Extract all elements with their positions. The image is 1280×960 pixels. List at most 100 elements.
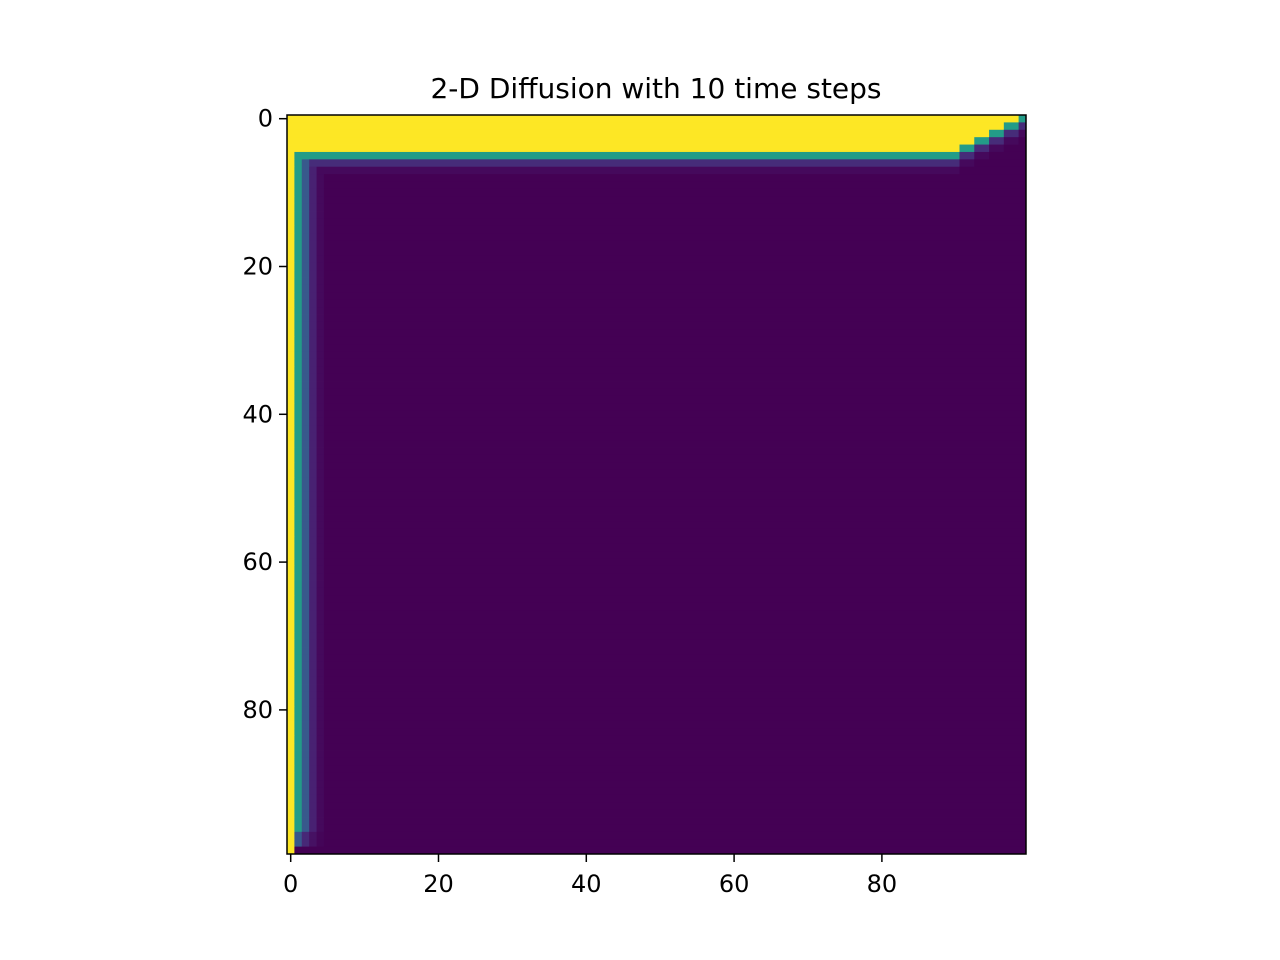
heatmap-cell <box>323 454 1027 463</box>
heatmap-cell <box>323 307 1027 315</box>
heatmap-cell <box>309 639 317 648</box>
heatmap-cell <box>316 203 325 212</box>
heatmap-cell <box>301 610 310 618</box>
heatmap-cell <box>959 144 975 153</box>
heatmap-cell <box>309 765 317 774</box>
heatmap-cell <box>974 137 990 145</box>
heatmap-cell <box>309 454 317 463</box>
heatmap-cell <box>294 432 303 441</box>
heatmap-cell <box>316 565 325 574</box>
heatmap-cell <box>959 166 1027 175</box>
heatmap-cell <box>294 462 303 471</box>
heatmap-cell <box>287 432 295 441</box>
heatmap-cell <box>294 728 303 737</box>
heatmap-cell <box>301 270 310 278</box>
heatmap-cell <box>316 661 325 670</box>
heatmap-cell <box>301 477 310 485</box>
heatmap-cell <box>316 454 325 463</box>
heatmap-cell <box>323 491 1027 500</box>
heatmap-cell <box>323 543 1027 552</box>
heatmap-cell <box>301 381 310 389</box>
heatmap-cell <box>294 551 303 559</box>
heatmap-cell <box>287 462 295 471</box>
heatmap-cell <box>323 395 1027 404</box>
heatmap-cell <box>323 735 1027 744</box>
heatmap-cell <box>316 654 325 663</box>
heatmap-cell <box>294 181 303 190</box>
heatmap-cell <box>316 528 325 537</box>
heatmap-cell <box>294 499 303 508</box>
heatmap-cell <box>316 839 325 848</box>
y-axis: 0 20 40 60 80 <box>242 105 287 724</box>
heatmap-cell <box>316 344 325 352</box>
heatmap-cell <box>309 802 317 811</box>
heatmap-cell <box>287 580 295 589</box>
heatmap-cell <box>294 366 303 375</box>
heatmap-cell <box>323 787 1027 796</box>
heatmap-cell <box>287 137 975 145</box>
heatmap-cell <box>309 358 317 367</box>
heatmap-cell <box>316 425 325 434</box>
heatmap-cell <box>301 203 310 212</box>
heatmap-cell <box>301 358 310 367</box>
heatmap-cell <box>294 595 303 604</box>
heatmap-cell <box>323 824 1027 833</box>
heatmap-cell <box>309 565 317 574</box>
heatmap-cell <box>294 196 303 205</box>
heatmap-cell <box>287 129 990 138</box>
heatmap-cell <box>309 528 317 537</box>
heatmap-cell <box>294 284 303 293</box>
heatmap-cell <box>301 839 310 848</box>
heatmap-cell <box>309 580 317 589</box>
heatmap-cell <box>301 802 310 811</box>
heatmap-cell <box>294 218 303 227</box>
heatmap-cell <box>294 573 303 581</box>
heatmap-cell <box>287 676 295 685</box>
heatmap-cell <box>301 661 310 670</box>
heatmap-cell <box>323 373 1027 382</box>
heatmap-cell <box>301 196 310 205</box>
heatmap-cell <box>287 772 295 781</box>
heatmap-cell <box>316 196 325 205</box>
heatmap-cell <box>287 698 295 707</box>
heatmap-cell <box>301 159 310 168</box>
heatmap-cell <box>301 780 310 788</box>
heatmap-cell <box>301 676 310 685</box>
heatmap-cell <box>287 639 295 648</box>
heatmap-cell <box>309 174 317 182</box>
heatmap-cell <box>287 307 295 315</box>
heatmap-cell <box>316 255 325 264</box>
heatmap-cell <box>323 536 1027 545</box>
heatmap-cell <box>323 558 1027 567</box>
heatmap-cell <box>294 610 303 618</box>
heatmap-cell <box>301 454 310 463</box>
heatmap-cell <box>309 403 317 411</box>
heatmap-cell <box>294 166 303 175</box>
heatmap-cell <box>316 802 325 811</box>
heatmap-cell <box>316 794 325 803</box>
heatmap-cell <box>323 499 1027 508</box>
heatmap-cell <box>294 639 303 648</box>
heatmap-cell <box>323 284 1027 293</box>
heatmap-cell <box>301 728 310 737</box>
heatmap-cell <box>323 181 1027 190</box>
heatmap-cell <box>287 720 295 729</box>
heatmap-cell <box>323 188 1027 197</box>
heatmap-cell <box>323 624 1027 633</box>
heatmap-cell <box>287 713 295 722</box>
heatmap-cell <box>309 440 317 448</box>
heatmap-cell <box>316 698 325 707</box>
heatmap-cell <box>309 321 317 330</box>
heatmap-cell <box>294 735 303 744</box>
heatmap-cell <box>309 432 317 441</box>
heatmap-cell <box>316 573 325 581</box>
heatmap-cell <box>287 536 295 545</box>
heatmap-cell <box>309 654 317 663</box>
heatmap-cell <box>301 580 310 589</box>
heatmap-cell <box>287 661 295 670</box>
heatmap-cell <box>323 610 1027 618</box>
heatmap-cell <box>301 491 310 500</box>
heatmap-cell <box>1003 129 1020 138</box>
heatmap-cell <box>309 233 317 242</box>
heatmap-cell <box>316 647 325 655</box>
